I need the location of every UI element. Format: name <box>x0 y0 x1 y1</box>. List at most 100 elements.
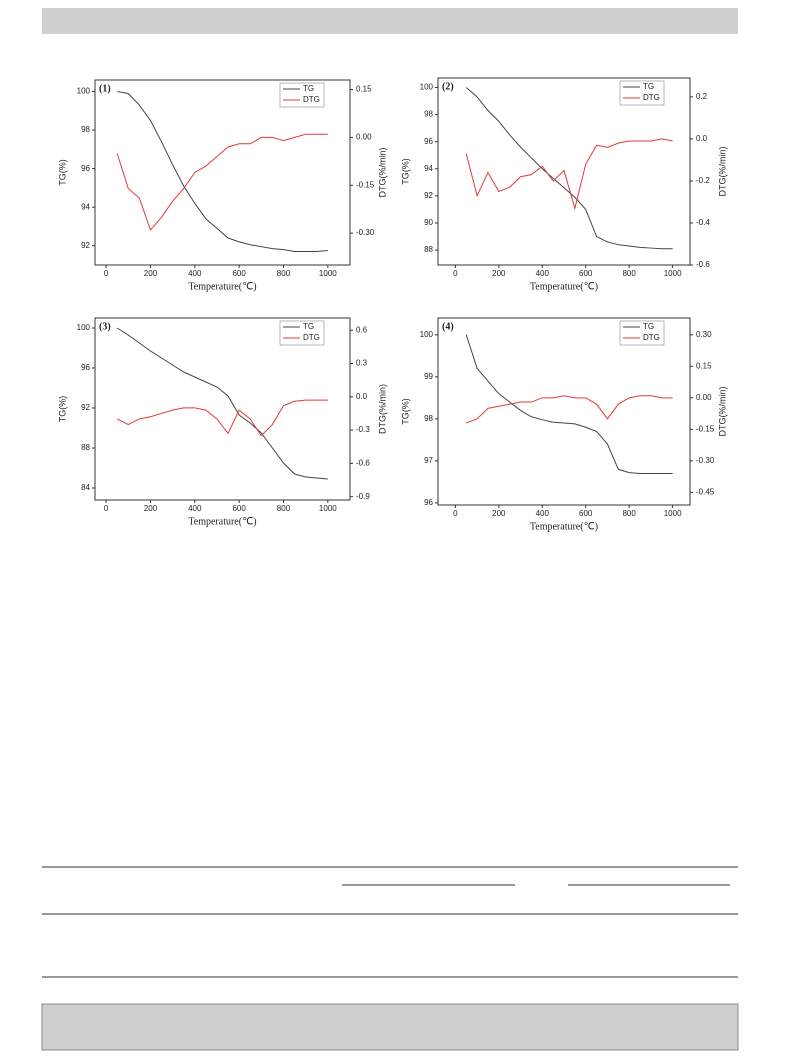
y-tick-label: 88 <box>424 245 433 254</box>
y-tick-label: 98 <box>424 110 433 119</box>
y2-tick-label: -0.4 <box>696 218 710 227</box>
legend-box <box>279 320 325 346</box>
legend-label: TG <box>643 82 654 91</box>
x-tick-label: 200 <box>492 269 506 278</box>
y-tick-label: 96 <box>424 137 433 146</box>
data-line <box>465 334 673 474</box>
y2-axis-label: DTG(%/min) <box>717 387 727 437</box>
plot-frame <box>437 77 691 266</box>
y-tick-label: 90 <box>424 218 433 227</box>
y2-axis-label: DTG(%/min) <box>717 147 727 197</box>
y-axis-label: TG(%) <box>400 158 410 185</box>
x-tick-label: 1000 <box>664 269 682 278</box>
x-tick-label: 400 <box>536 509 550 518</box>
panel-label: (4) <box>442 321 454 332</box>
legend-label: DTG <box>643 333 660 342</box>
y-tick-label: 96 <box>81 164 90 173</box>
y-tick-label: 94 <box>81 202 90 211</box>
y2-tick-label: -0.15 <box>696 424 715 433</box>
y2-tick-label: 0.00 <box>356 133 372 142</box>
y-tick-label: 100 <box>420 83 434 92</box>
data-line <box>116 399 328 437</box>
x-tick-label: 200 <box>492 509 506 518</box>
y2-tick-label: -0.45 <box>696 488 715 497</box>
x-tick-label: 800 <box>277 504 291 513</box>
y2-tick-label: 0.0 <box>696 134 708 143</box>
y-tick-label: 100 <box>420 330 434 339</box>
x-axis-label: Temperature(℃) <box>530 281 598 292</box>
x-axis-label: Temperature(℃) <box>188 516 256 527</box>
x-tick-label: 800 <box>622 509 636 518</box>
data-line <box>466 395 673 424</box>
y2-tick-label: 0.2 <box>696 92 708 101</box>
x-tick-label: 0 <box>453 269 458 278</box>
y-tick-label: 88 <box>81 443 90 452</box>
x-tick-label: 1000 <box>664 509 682 518</box>
y2-tick-label: 0.00 <box>696 393 712 402</box>
y-tick-label: 84 <box>81 483 90 492</box>
legend-label: DTG <box>303 95 320 104</box>
x-tick-label: 800 <box>277 269 291 278</box>
panel-label: (1) <box>99 83 111 94</box>
data-line <box>116 327 328 480</box>
y-tick-label: 98 <box>81 125 90 134</box>
x-tick-label: 0 <box>104 504 109 513</box>
y2-tick-label: -0.15 <box>356 180 375 189</box>
y-tick-label: 96 <box>424 498 433 507</box>
x-tick-label: 200 <box>144 504 158 513</box>
y2-tick-label: -0.9 <box>356 492 370 501</box>
legend-box <box>619 80 665 106</box>
y-tick-label: 97 <box>424 456 433 465</box>
y-axis-label: TG(%) <box>400 398 410 425</box>
panel-label: (2) <box>442 81 454 92</box>
y2-tick-label: -0.2 <box>696 176 710 185</box>
y2-tick-label: 0.15 <box>696 361 712 370</box>
y2-axis-label: DTG(%/min) <box>377 384 387 434</box>
legend-label: DTG <box>643 93 660 102</box>
data-line <box>117 91 328 253</box>
y-tick-label: 100 <box>77 323 91 332</box>
plot-frame <box>94 317 351 501</box>
y-tick-label: 98 <box>424 414 433 423</box>
x-tick-label: 600 <box>579 269 593 278</box>
y2-tick-label: 0.0 <box>356 392 368 401</box>
x-tick-label: 600 <box>232 269 246 278</box>
y-tick-label: 92 <box>81 241 90 250</box>
legend-box <box>279 82 325 108</box>
x-tick-label: 600 <box>232 504 246 513</box>
y2-tick-label: -0.6 <box>356 458 370 467</box>
y-tick-label: 92 <box>424 191 433 200</box>
x-tick-label: 200 <box>144 269 158 278</box>
x-tick-label: 1000 <box>319 504 337 513</box>
legend-label: DTG <box>303 333 320 342</box>
legend-label: TG <box>643 322 654 331</box>
plot-frame <box>94 79 351 266</box>
x-tick-label: 0 <box>104 269 109 278</box>
y2-tick-label: -0.30 <box>356 228 375 237</box>
y-tick-label: 100 <box>77 87 91 96</box>
y2-tick-label: 0.30 <box>696 330 712 339</box>
x-axis-label: Temperature(℃) <box>530 521 598 532</box>
legend-label: TG <box>303 84 314 93</box>
y-tick-label: 94 <box>424 164 433 173</box>
data-line <box>116 133 328 231</box>
header-bar <box>42 8 738 34</box>
footer-box <box>41 1003 739 1051</box>
data-line <box>465 87 673 250</box>
y2-tick-label: -0.3 <box>356 425 370 434</box>
y2-tick-label: 0.6 <box>356 325 368 334</box>
x-tick-label: 800 <box>622 269 636 278</box>
legend-box <box>619 320 665 346</box>
y2-tick-label: -0.6 <box>696 260 710 269</box>
y-tick-label: 92 <box>81 403 90 412</box>
y2-axis-label: DTG(%/min) <box>377 148 387 198</box>
y-tick-label: 99 <box>424 372 433 381</box>
y-axis-label: TG(%) <box>57 396 67 423</box>
x-axis-label: Temperature(℃) <box>188 281 256 292</box>
panel-label: (3) <box>99 321 111 332</box>
plot-frame <box>437 317 691 506</box>
data-line <box>465 138 673 211</box>
y2-tick-label: 0.3 <box>356 359 368 368</box>
